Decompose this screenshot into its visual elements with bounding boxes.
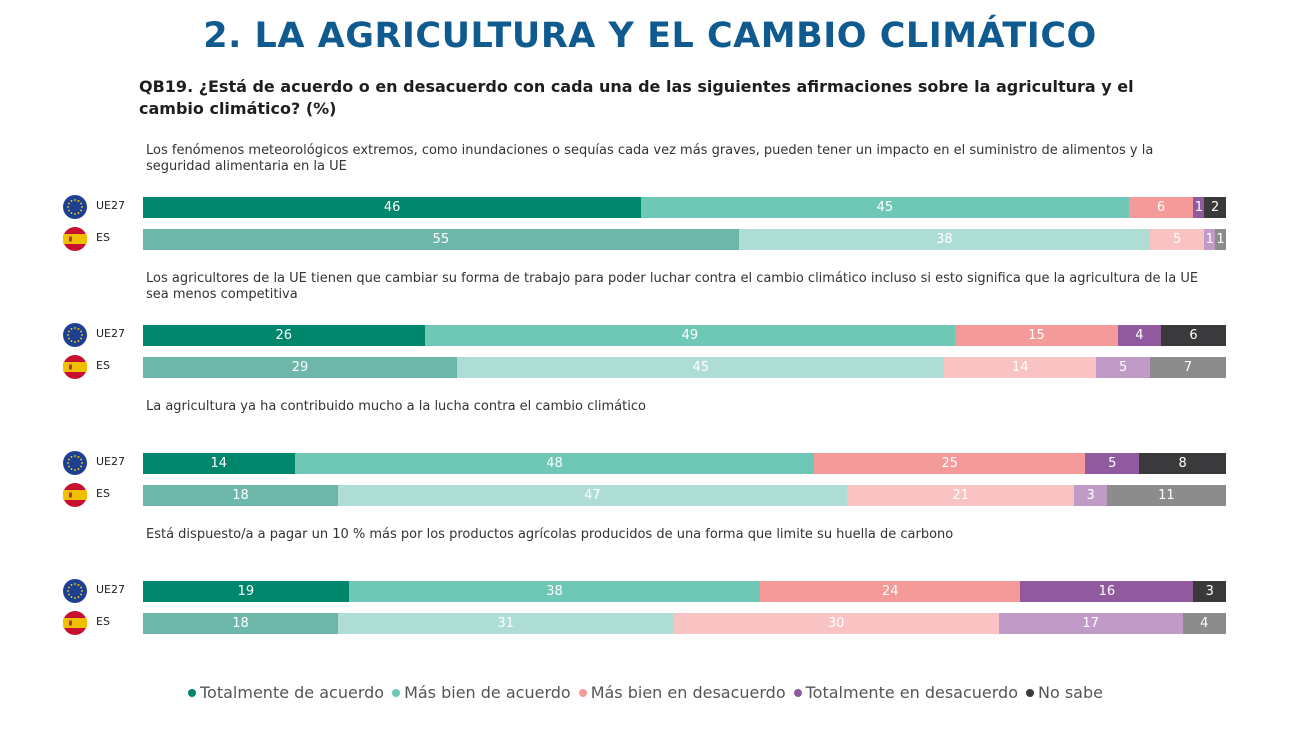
- bar-segment: 11: [1106, 485, 1226, 506]
- row-label: ES: [96, 615, 110, 628]
- eu-flag-icon: [63, 195, 87, 219]
- bar-segment: 55: [143, 229, 739, 250]
- bar-segment: 5: [1085, 453, 1140, 474]
- legend-label: No sabe: [1038, 683, 1103, 702]
- bar-row: 18 31 30 17 4: [143, 613, 1226, 634]
- spain-flag-icon: [62, 227, 88, 251]
- spain-flag-icon: [62, 611, 88, 635]
- bar-row: 29 45 14 5 7: [143, 357, 1226, 378]
- bar-segment: 2: [1204, 197, 1226, 218]
- bar-segment: 14: [143, 453, 295, 474]
- legend-dot-icon: [793, 688, 802, 697]
- bar-segment: 48: [294, 453, 815, 474]
- bar-segment: 31: [337, 613, 674, 634]
- bar-segment: 24: [760, 581, 1021, 602]
- bar-segment: 16: [1020, 581, 1194, 602]
- legend-label: Más bien de acuerdo: [404, 683, 571, 702]
- legend-item-no-sabe: No sabe: [1026, 683, 1103, 702]
- legend-dot-icon: [392, 688, 401, 697]
- row-label: ES: [96, 231, 110, 244]
- bar-segment: 49: [424, 325, 956, 346]
- bar-segment: 18: [143, 613, 338, 634]
- bar-segment: 15: [955, 325, 1118, 346]
- bar-segment: 38: [738, 229, 1151, 250]
- legend-dot-icon: [1026, 688, 1034, 697]
- bar-segment: 45: [641, 197, 1129, 218]
- legend-item-totalmente-de-acuerdo: Totalmente de acuerdo: [188, 683, 384, 702]
- bar-segment: 46: [143, 197, 642, 218]
- spain-flag-icon: [62, 355, 88, 379]
- bar-segment: 1: [1215, 229, 1226, 250]
- bar-segment: 5: [1096, 357, 1151, 378]
- eu-flag-icon: [63, 579, 87, 603]
- bar-row: 19 38 24 16 3: [143, 581, 1226, 602]
- legend-dot-icon: [578, 688, 587, 697]
- statement-text: Está dispuesto/a a pagar un 10 % más por…: [146, 527, 954, 542]
- bar-row: 26 49 15 4 6: [143, 325, 1226, 346]
- legend: Totalmente de acuerdo Más bien de acuerd…: [0, 683, 1291, 702]
- legend-dot-icon: [188, 688, 196, 697]
- bar-segment: 30: [673, 613, 999, 634]
- legend-item-mas-bien-en-desacuerdo: Más bien en desacuerdo: [578, 683, 786, 702]
- row-label: UE27: [96, 199, 125, 212]
- bar-segment: 7: [1150, 357, 1226, 378]
- bar-segment: 5: [1150, 229, 1205, 250]
- statement-text: Los fenómenos meteorológicos extremos, c…: [146, 143, 1154, 174]
- legend-label: Totalmente en desacuerdo: [805, 683, 1018, 702]
- bar-segment: 18: [143, 485, 338, 506]
- bar-segment: 38: [348, 581, 761, 602]
- row-label: ES: [96, 359, 110, 372]
- bar-row: 55 38 5 1 1: [143, 229, 1226, 250]
- bar-segment: 19: [143, 581, 349, 602]
- bar-row: 14 48 25 5 8: [143, 453, 1226, 474]
- row-label: UE27: [96, 583, 125, 596]
- row-label: ES: [96, 487, 110, 500]
- bar-segment: 29: [143, 357, 458, 378]
- spain-flag-icon: [62, 483, 88, 507]
- legend-label: Más bien en desacuerdo: [590, 683, 786, 702]
- question-text: QB19. ¿Está de acuerdo o en desacuerdo c…: [139, 77, 1134, 118]
- bar-segment: 21: [846, 485, 1075, 506]
- eu-flag-icon: [63, 323, 87, 347]
- eu-flag-icon: [63, 451, 87, 475]
- statement-text: Los agricultores de la UE tienen que cam…: [146, 271, 1199, 302]
- bar-row: 46 45 6 1 2: [143, 197, 1226, 218]
- bar-segment: 17: [998, 613, 1183, 634]
- statement-text: La agricultura ya ha contribuido mucho a…: [146, 399, 646, 414]
- bar-row: 18 47 21 3 11: [143, 485, 1226, 506]
- row-label: UE27: [96, 455, 125, 468]
- legend-label: Totalmente de acuerdo: [200, 683, 385, 702]
- page-title: 2. LA AGRICULTURA Y EL CAMBIO CLIMÁTICO: [203, 16, 1097, 56]
- bar-segment: 4: [1182, 613, 1226, 634]
- bar-segment: 26: [143, 325, 425, 346]
- row-label: UE27: [96, 327, 125, 340]
- bar-segment: 45: [457, 357, 945, 378]
- bar-segment: 3: [1193, 581, 1226, 602]
- bar-segment: 14: [944, 357, 1097, 378]
- bar-segment: 47: [337, 485, 847, 506]
- legend-item-totalmente-en-desacuerdo: Totalmente en desacuerdo: [793, 683, 1018, 702]
- bar-segment: 4: [1117, 325, 1161, 346]
- bar-segment: 6: [1160, 325, 1226, 346]
- bar-segment: 8: [1139, 453, 1226, 474]
- bar-segment: 3: [1074, 485, 1107, 506]
- bar-segment: 1: [1204, 229, 1216, 250]
- bar-segment: 25: [814, 453, 1086, 474]
- bar-segment: 6: [1128, 197, 1194, 218]
- bar-segment: 1: [1193, 197, 1205, 218]
- legend-item-mas-bien-de-acuerdo: Más bien de acuerdo: [392, 683, 571, 702]
